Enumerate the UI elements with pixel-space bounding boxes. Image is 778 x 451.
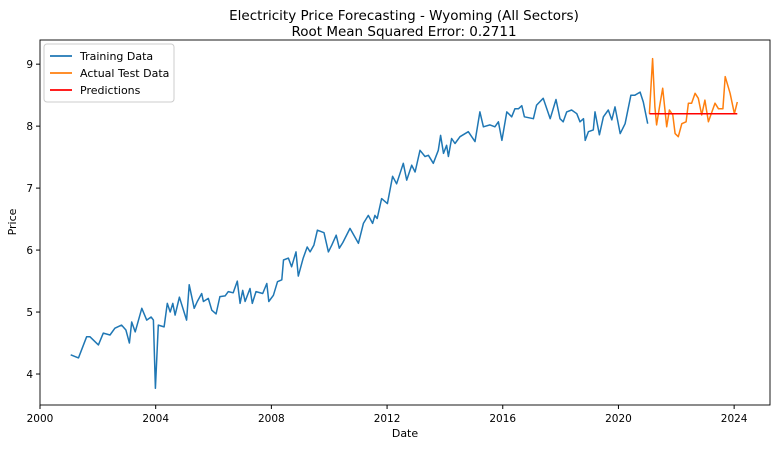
legend-box xyxy=(43,43,175,103)
legend-label: Predictions xyxy=(80,84,141,97)
y-tick-label: 4 xyxy=(26,369,33,381)
x-tick-label: 2024 xyxy=(721,413,748,425)
legend-label: Actual Test Data xyxy=(80,67,169,80)
y-tick-label: 6 xyxy=(26,245,33,257)
x-axis-label: Date xyxy=(392,427,419,440)
y-tick-label: 7 xyxy=(26,183,33,195)
x-tick-label: 2016 xyxy=(489,413,516,425)
x-tick-label: 2008 xyxy=(258,413,285,425)
y-axis: 4 5 6 7 8 9 xyxy=(26,59,40,381)
chart-title: Electricity Price Forecasting - Wyoming … xyxy=(229,8,579,24)
x-axis: 2000 2004 2008 2012 2016 2020 2024 xyxy=(27,405,748,425)
chart-subtitle: Root Mean Squared Error: 0.2711 xyxy=(291,24,516,40)
legend-label: Training Data xyxy=(79,50,153,63)
y-axis-label: Price xyxy=(6,208,19,235)
y-tick-label: 9 xyxy=(26,59,33,71)
plot-frame xyxy=(39,39,771,406)
series-line-training-data xyxy=(70,91,649,390)
y-tick-label: 5 xyxy=(26,307,33,319)
x-tick-label: 2012 xyxy=(374,413,401,425)
x-tick-label: 2000 xyxy=(27,413,54,425)
x-tick-label: 2004 xyxy=(142,413,169,425)
x-tick-label: 2020 xyxy=(605,413,632,425)
y-tick-label: 8 xyxy=(26,121,33,133)
series-layer xyxy=(70,57,739,390)
series-line-actual-test-data xyxy=(648,57,739,138)
legend: Training Data Actual Test Data Predictions xyxy=(43,43,175,103)
